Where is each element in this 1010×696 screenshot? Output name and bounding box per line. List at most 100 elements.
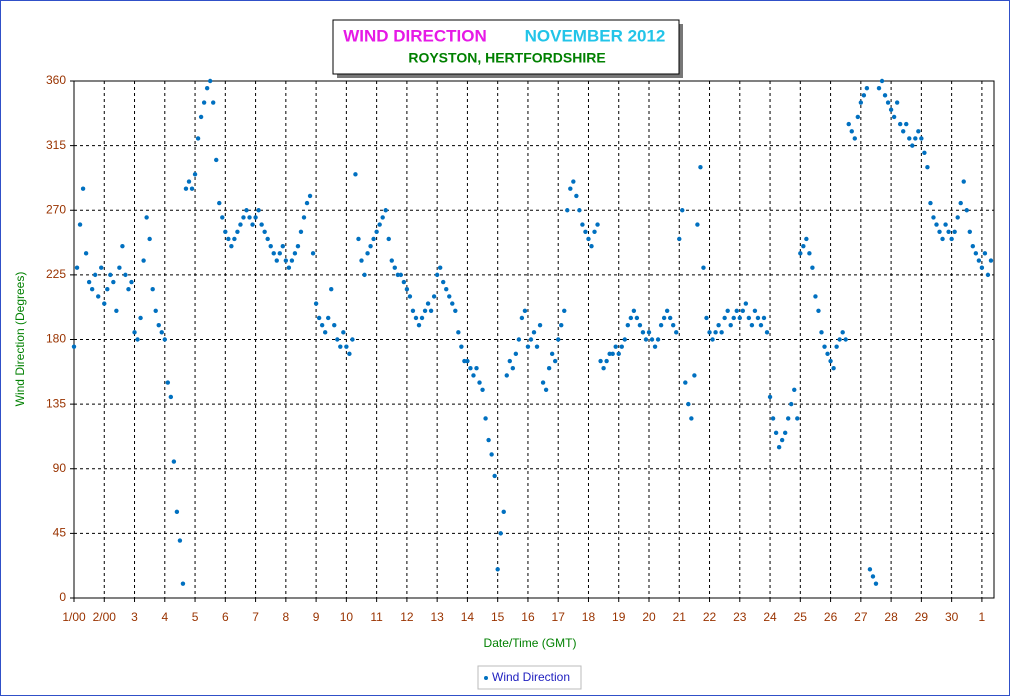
data-point <box>913 136 918 141</box>
data-point <box>958 200 963 206</box>
data-point <box>410 308 416 313</box>
data-point <box>752 308 758 313</box>
data-point <box>728 322 733 328</box>
data-point <box>108 272 113 278</box>
data-point <box>141 258 146 263</box>
data-point <box>525 344 531 349</box>
data-point <box>677 236 682 242</box>
y-tick-label: 270 <box>46 202 66 216</box>
data-point <box>540 380 546 385</box>
data-point <box>946 229 951 234</box>
data-point <box>604 358 609 364</box>
data-point <box>795 416 800 421</box>
data-point <box>268 243 273 249</box>
data-point <box>307 193 313 199</box>
data-point <box>843 337 848 342</box>
data-point <box>437 265 443 270</box>
y-axis-title: Wind Direction (Degrees) <box>13 272 27 407</box>
data-point <box>661 315 667 321</box>
data-point <box>444 287 449 292</box>
data-point <box>568 186 573 191</box>
data-point <box>316 315 322 321</box>
data-point <box>359 258 364 263</box>
x-tick-label: 28 <box>884 610 898 624</box>
data-point <box>232 236 237 242</box>
data-point <box>655 337 661 342</box>
data-point <box>967 229 972 234</box>
data-point <box>864 85 870 91</box>
data-point <box>365 251 370 256</box>
data-point <box>704 315 709 321</box>
x-axis-title: Date/Time (GMT) <box>484 636 577 650</box>
data-point <box>204 85 210 91</box>
y-tick-label: 225 <box>46 267 66 281</box>
legend-label: Wind Direction <box>492 670 570 684</box>
data-point <box>680 208 685 213</box>
data-point <box>235 229 240 234</box>
data-point <box>698 164 703 170</box>
data-point <box>153 308 158 313</box>
data-point <box>937 229 942 234</box>
data-point <box>89 287 95 292</box>
x-tick-label: 21 <box>673 610 687 624</box>
data-point <box>377 222 382 227</box>
data-point <box>652 344 658 349</box>
data-point <box>731 315 736 321</box>
data-point <box>114 308 119 313</box>
title-box <box>332 19 680 75</box>
legend-marker <box>484 676 488 680</box>
data-point <box>428 308 434 313</box>
data-point <box>211 100 216 105</box>
data-point <box>767 394 773 400</box>
data-point <box>289 258 295 263</box>
chart-subtitle: ROYSTON, HERTFORDSHIRE <box>408 50 605 66</box>
data-point <box>150 287 155 292</box>
data-point <box>943 222 948 227</box>
chart-period: NOVEMBER 2012 <box>525 26 666 45</box>
data-point <box>350 337 355 342</box>
data-point <box>71 344 77 349</box>
data-point <box>195 136 201 141</box>
data-point <box>616 351 621 357</box>
data-point <box>743 301 749 306</box>
data-point <box>825 351 830 357</box>
data-point <box>277 251 282 256</box>
data-point <box>201 100 207 105</box>
data-point <box>607 351 612 357</box>
x-tick-label: 17 <box>552 610 566 624</box>
data-point <box>310 251 316 256</box>
data-point <box>483 416 488 421</box>
data-point <box>928 200 933 206</box>
data-point <box>198 114 204 120</box>
data-point <box>450 301 455 306</box>
data-point <box>356 236 361 242</box>
data-point <box>522 308 528 313</box>
x-tick-label: 23 <box>733 610 747 624</box>
data-point <box>940 236 945 242</box>
data-point <box>207 78 213 84</box>
x-tick-label: 14 <box>461 610 475 624</box>
data-point <box>873 581 879 586</box>
data-point <box>840 330 845 335</box>
data-point <box>764 330 770 335</box>
data-point <box>543 387 549 392</box>
data-point <box>988 258 994 263</box>
data-point <box>834 344 839 349</box>
data-point <box>105 287 110 292</box>
data-point <box>262 229 267 234</box>
data-point <box>740 308 746 313</box>
data-point <box>138 315 143 321</box>
data-point <box>867 567 873 572</box>
data-point <box>117 265 122 270</box>
data-point <box>556 337 561 342</box>
data-point <box>583 229 588 234</box>
data-point <box>876 85 882 91</box>
data-point <box>132 330 137 335</box>
data-point <box>683 380 688 385</box>
data-point <box>773 430 779 436</box>
data-point <box>144 215 149 220</box>
data-point <box>610 351 615 357</box>
data-point <box>425 301 431 306</box>
data-point <box>362 272 367 278</box>
